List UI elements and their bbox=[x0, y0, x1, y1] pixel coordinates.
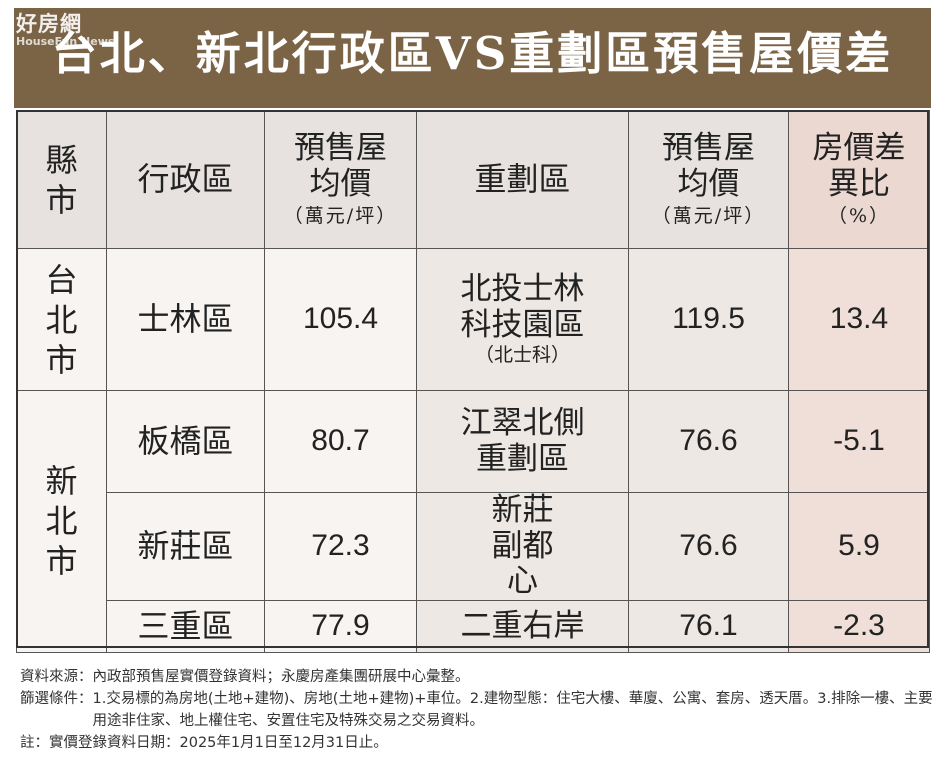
header-diff: 房價差異比 （%） bbox=[788, 110, 930, 249]
source-label: 資料來源： bbox=[20, 669, 93, 685]
zone-cell: 二重右岸 bbox=[416, 599, 629, 653]
district-cell: 新莊區 bbox=[106, 492, 265, 601]
note-label: 註： bbox=[20, 735, 49, 751]
source-note: 資料來源： 內政部預售屋實價登錄資料；永慶房產集團研展中心彙整。 bbox=[20, 666, 935, 688]
note-text: 實價登錄資料日期：2025年1月1日至12月31日止。 bbox=[49, 735, 388, 751]
header-zone-price: 預售屋均價 （萬元/坪） bbox=[628, 110, 789, 249]
filter-note: 篩選條件： 1.交易標的為房地(土地+建物)、房地(土地+建物)+車位。2.建物… bbox=[20, 688, 935, 732]
logo-sub: HouseFun News bbox=[16, 35, 115, 48]
header-row: 縣市 行政區 預售屋均價 （萬元/坪） 重劃區 預售屋均價 （萬元/坪） 房價差… bbox=[16, 110, 930, 249]
table-row: 新北市 板橋區 80.7 江翠北側重劃區 76.6 -5.1 bbox=[16, 390, 930, 653]
footnotes: 資料來源： 內政部預售屋實價登錄資料；永慶房產集團研展中心彙整。 篩選條件： 1… bbox=[20, 666, 935, 754]
zone-cell: 北投士林科技園區 （北士科） bbox=[416, 248, 629, 391]
table-row: 新莊區 72.3 新莊副都心 76.6 5.9 bbox=[17, 492, 930, 601]
district-cell: 三重區 bbox=[106, 599, 265, 653]
diff-cell: -2.3 bbox=[788, 599, 930, 653]
page-title: 台北、新北行政區VS重劃區預售屋價差 bbox=[51, 27, 894, 80]
diff-cell: -5.1 bbox=[788, 390, 930, 493]
date-note: 註： 實價登錄資料日期：2025年1月1日至12月31日止。 bbox=[20, 732, 935, 754]
title-banner: 好房網 HouseFun News bbox=[14, 8, 931, 108]
zone-cell: 新莊副都心 bbox=[416, 492, 629, 601]
zone-price-cell: 76.6 bbox=[628, 492, 789, 601]
district-price-cell: 80.7 bbox=[264, 390, 417, 493]
district-price-cell: 105.4 bbox=[264, 248, 417, 391]
table-row: 台北市 士林區 105.4 北投士林科技園區 （北士科） 119.5 13.4 bbox=[16, 248, 930, 391]
price-table: 縣市 行政區 預售屋均價 （萬元/坪） 重劃區 預售屋均價 （萬元/坪） 房價差… bbox=[16, 110, 930, 653]
city-cell: 新北市 bbox=[16, 390, 107, 653]
header-city: 縣市 bbox=[16, 110, 107, 249]
zone-cell: 江翠北側重劃區 bbox=[416, 390, 629, 493]
source-text: 內政部預售屋實價登錄資料；永慶房產集團研展中心彙整。 bbox=[92, 669, 470, 685]
district-price-cell: 72.3 bbox=[264, 492, 417, 601]
zone-price-cell: 119.5 bbox=[628, 248, 789, 391]
district-cell: 士林區 bbox=[106, 248, 265, 391]
diff-cell: 5.9 bbox=[788, 492, 930, 601]
zone-price-cell: 76.1 bbox=[628, 599, 789, 653]
header-zone: 重劃區 bbox=[416, 110, 629, 249]
housefun-logo: 好房網 HouseFun News bbox=[16, 12, 115, 48]
filter-label: 篩選條件： bbox=[20, 691, 93, 707]
logo-brand: 好房網 bbox=[16, 12, 82, 36]
diff-cell: 13.4 bbox=[788, 248, 930, 391]
header-district-price: 預售屋均價 （萬元/坪） bbox=[264, 110, 417, 249]
zone-price-cell: 76.6 bbox=[628, 390, 789, 493]
filter-text: 1.交易標的為房地(土地+建物)、房地(土地+建物)+車位。2.建物型態：住宅大… bbox=[92, 691, 933, 729]
city-cell: 台北市 bbox=[16, 248, 107, 391]
district-price-cell: 77.9 bbox=[264, 599, 417, 653]
header-district: 行政區 bbox=[106, 110, 265, 249]
table-row: 三重區 77.9 二重右岸 76.1 -2.3 bbox=[17, 599, 930, 653]
district-cell: 板橋區 bbox=[106, 390, 265, 493]
